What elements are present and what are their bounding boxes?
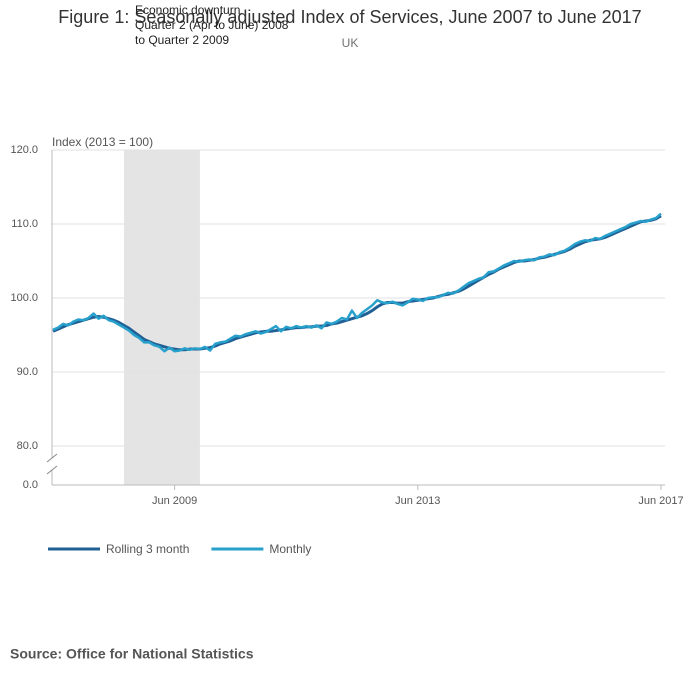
y-tick-label: 80.0 [17, 440, 38, 452]
x-tick-label: Jun 2013 [395, 495, 440, 507]
y-tick-label: 120.0 [10, 144, 38, 156]
chart-subtitle: UK [342, 36, 359, 50]
y-tick-label: 0.0 [23, 479, 38, 491]
y-axis-label: Index (2013 = 100) [52, 135, 153, 149]
axis-break [46, 453, 58, 463]
y-tick-label: 90.0 [17, 366, 38, 378]
series-line [52, 212, 662, 353]
x-tick-label: Jun 2009 [152, 495, 197, 507]
shaded-period [123, 150, 200, 485]
y-tick-label: 110.0 [11, 218, 38, 230]
annotation: Economic downturn [135, 3, 240, 17]
x-tick-label: Jun 2017 [638, 495, 683, 507]
legend-label: Rolling 3 month [106, 542, 189, 556]
axis-break [46, 465, 58, 475]
source: Source: Office for National Statistics [10, 646, 254, 662]
y-tick-label: 100.0 [10, 292, 38, 304]
legend-label: Monthly [269, 542, 311, 556]
annotation: to Quarter 2 2009 [135, 33, 229, 47]
chart-title: Figure 1: Seasonally adjusted Index of S… [58, 7, 641, 27]
annotation: Quarter 2 (Apr to June) 2008 [135, 18, 289, 32]
